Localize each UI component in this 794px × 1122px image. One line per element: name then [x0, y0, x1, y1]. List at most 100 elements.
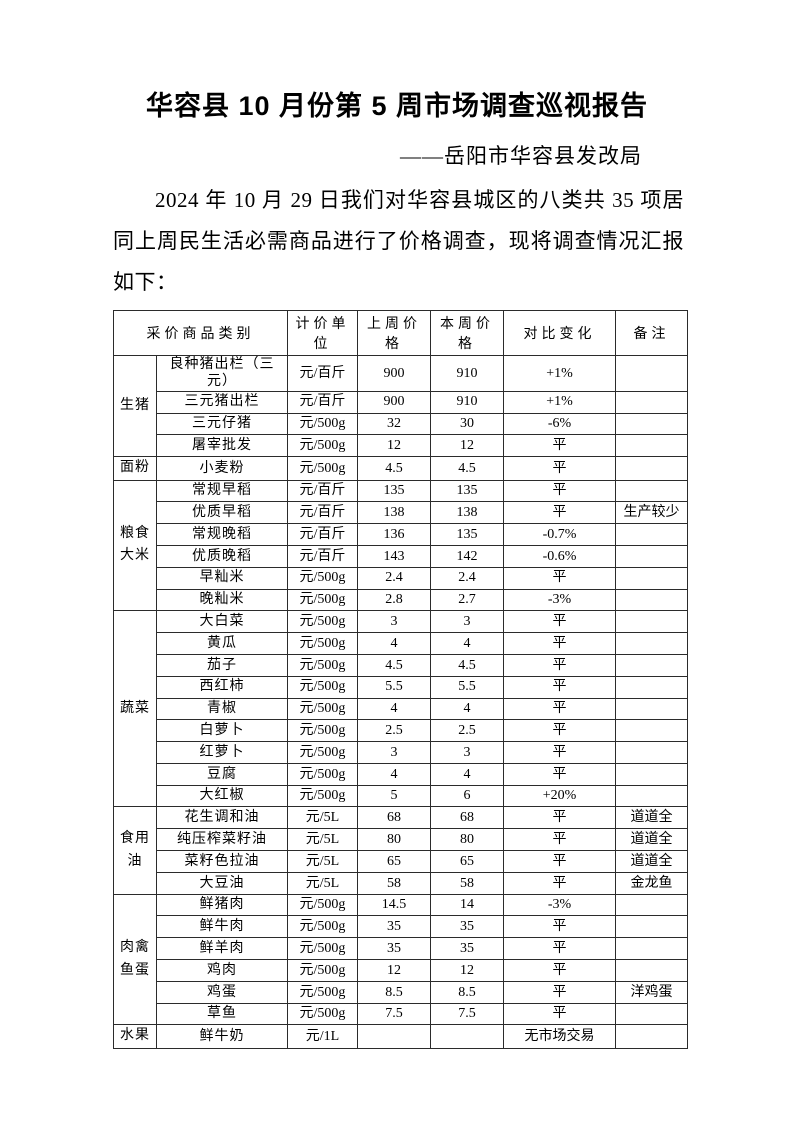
unit-cell: 元/1L	[287, 1024, 358, 1049]
remark-cell	[615, 1024, 688, 1049]
unit-cell: 元/500g	[287, 980, 358, 1004]
table-row: 鲜牛肉 元/500g 35 35 平	[114, 915, 688, 939]
last-week-price-cell: 135	[357, 479, 431, 503]
unit-cell: 元/500g	[287, 762, 358, 786]
this-week-price-cell: 14	[430, 893, 504, 917]
product-cell: 晚籼米	[156, 588, 288, 612]
table-row: 食用油 花生调和油 元/5L 68 68 平道道全	[113, 806, 688, 895]
change-cell: 平	[503, 456, 616, 481]
this-week-price-cell: 138	[430, 501, 504, 525]
table-row: 晚籼米 元/500g 2.8 2.7 -3%	[114, 588, 688, 612]
this-week-price-cell: 4	[430, 762, 504, 786]
table-row: 鸡蛋 元/500g 8.5 8.5 平洋鸡蛋	[114, 980, 688, 1004]
product-cell: 茄子	[156, 653, 288, 677]
unit-cell: 元/500g	[287, 653, 358, 677]
product-cell: 三元猪出栏	[156, 390, 288, 414]
remark-cell	[615, 632, 688, 655]
table-row: 肉禽鱼蛋 鲜猪肉 元/500g 14.5 14 -3%	[113, 893, 688, 1026]
category-cell: 蔬菜	[113, 610, 157, 808]
remark-cell	[615, 893, 688, 917]
remark-cell: 道道全	[615, 806, 688, 830]
unit-cell: 元/500g	[287, 632, 358, 655]
product-cell: 鲜牛肉	[156, 915, 288, 939]
this-week-price-cell: 4.5	[430, 456, 504, 481]
table-row: 蔬菜 大白菜 元/500g 3 3 平	[113, 610, 688, 808]
remark-cell	[615, 566, 688, 590]
table-row: 鲜羊肉 元/500g 35 35 平	[114, 937, 688, 961]
this-week-price-cell: 80	[430, 828, 504, 852]
table-header-row: 采价商品类别 计价单位 上周价格 本周价格 对比变化 备注	[113, 309, 688, 356]
product-cell: 大白菜	[156, 610, 288, 634]
last-week-price-cell: 58	[357, 871, 431, 895]
last-week-price-cell: 4.5	[357, 456, 431, 481]
change-cell: -6%	[503, 412, 616, 436]
this-week-price-cell: 910	[430, 390, 504, 414]
product-cell: 鲜羊肉	[156, 937, 288, 961]
table-row: 优质晚稻 元/百斤 143 142 -0.6%	[114, 544, 688, 568]
product-cell: 纯压榨菜籽油	[156, 828, 288, 852]
product-cell: 鸡蛋	[156, 980, 288, 1004]
last-week-price-cell: 8.5	[357, 980, 431, 1004]
remark-cell	[615, 915, 688, 939]
change-cell: 平	[503, 610, 616, 634]
this-week-price-cell: 7.5	[430, 1002, 504, 1026]
change-cell: 平	[503, 719, 616, 743]
remark-cell: 洋鸡蛋	[615, 980, 688, 1004]
last-week-price-cell: 32	[357, 412, 431, 436]
change-cell: 平	[503, 850, 616, 873]
last-week-price-cell: 3	[357, 741, 431, 764]
product-cell: 良种猪出栏（三元）	[156, 354, 288, 392]
change-cell: 平	[503, 959, 616, 982]
category-cell: 面粉	[113, 456, 157, 481]
table-row: 红萝卜 元/500g 3 3 平	[114, 741, 688, 764]
product-cell: 优质早稻	[156, 501, 288, 525]
remark-cell	[615, 434, 688, 458]
last-week-price-cell: 138	[357, 501, 431, 525]
change-cell: 平	[503, 434, 616, 458]
this-week-price-cell: 6	[430, 784, 504, 808]
remark-cell: 生产较少	[615, 501, 688, 525]
remark-cell	[615, 675, 688, 699]
this-week-price-cell: 5.5	[430, 675, 504, 699]
last-week-price-cell: 14.5	[357, 893, 431, 917]
product-cell: 白萝卜	[156, 719, 288, 743]
change-cell: 平	[503, 632, 616, 655]
this-week-price-cell: 4	[430, 697, 504, 721]
unit-cell: 元/500g	[287, 937, 358, 961]
this-week-price-cell: 135	[430, 479, 504, 503]
product-cell: 鸡肉	[156, 959, 288, 982]
change-cell: -0.6%	[503, 544, 616, 568]
last-week-price-cell: 900	[357, 354, 431, 392]
unit-cell: 元/百斤	[287, 544, 358, 568]
remark-cell	[615, 544, 688, 568]
this-week-price-cell: 2.4	[430, 566, 504, 590]
change-cell: 平	[503, 828, 616, 852]
header-change: 对比变化	[503, 309, 616, 356]
unit-cell: 元/5L	[287, 871, 358, 895]
this-week-price-cell: 910	[430, 354, 504, 392]
table-row: 面粉 小麦粉 元/500g 4.5 4.5 平	[113, 456, 688, 481]
remark-cell	[615, 523, 688, 546]
unit-cell: 元/500g	[287, 566, 358, 590]
change-cell: 平	[503, 806, 616, 830]
table-row: 粮食大米 常规早稻 元/百斤 135 135 平	[113, 479, 688, 612]
this-week-price-cell: 68	[430, 806, 504, 830]
product-cell: 菜籽色拉油	[156, 850, 288, 873]
this-week-price-cell: 30	[430, 412, 504, 436]
last-week-price-cell: 12	[357, 434, 431, 458]
unit-cell: 元/500g	[287, 1002, 358, 1026]
remark-cell	[615, 412, 688, 436]
this-week-price-cell: 3	[430, 610, 504, 634]
table-row: 三元仔猪 元/500g 32 30 -6%	[114, 412, 688, 436]
product-cell: 鲜牛奶	[156, 1024, 288, 1049]
product-cell: 常规晚稻	[156, 523, 288, 546]
table-row: 三元猪出栏 元/百斤 900 910 +1%	[114, 390, 688, 414]
unit-cell: 元/500g	[287, 741, 358, 764]
last-week-price-cell: 143	[357, 544, 431, 568]
change-cell: 无市场交易	[503, 1024, 616, 1049]
product-cell: 黄瓜	[156, 632, 288, 655]
remark-cell	[615, 479, 688, 503]
unit-cell: 元/5L	[287, 806, 358, 830]
change-cell: 平	[503, 479, 616, 503]
table-row: 早籼米 元/500g 2.4 2.4 平	[114, 566, 688, 590]
